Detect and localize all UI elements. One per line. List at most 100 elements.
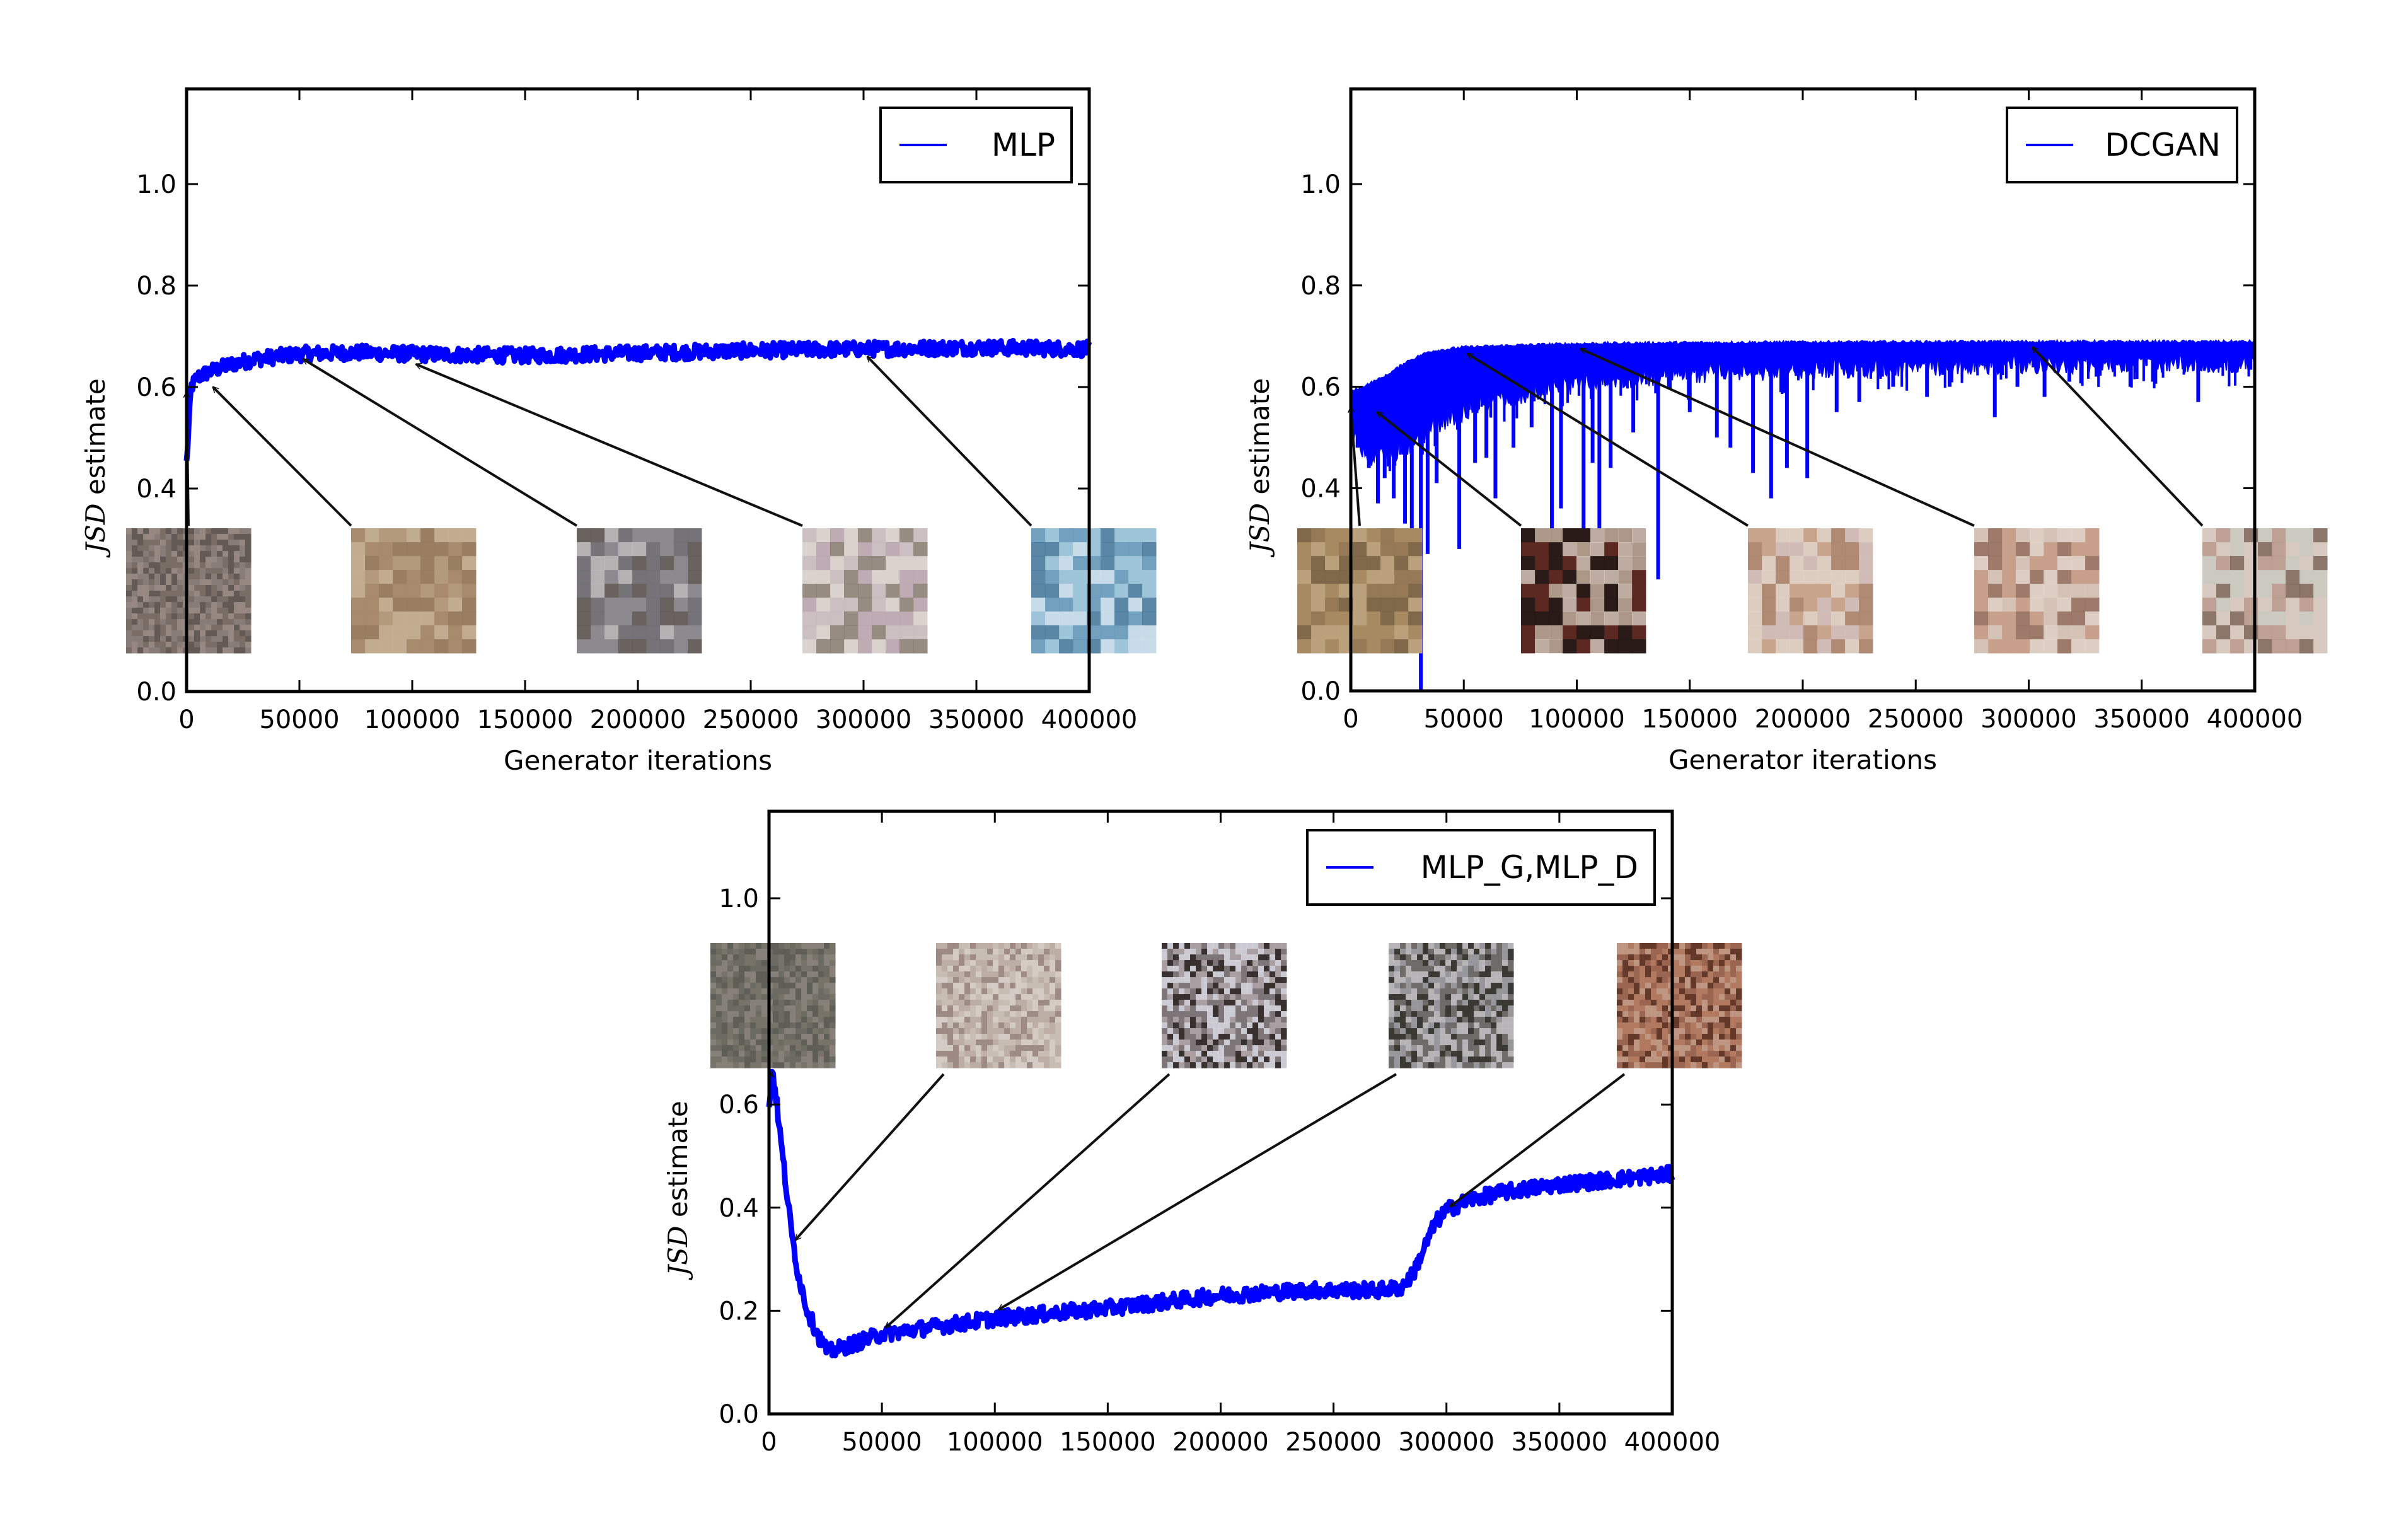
- generated-sample-thumbnail: [1748, 528, 1873, 654]
- generated-sample-thumbnail: [710, 943, 836, 1068]
- x-tick-label: 150000: [1641, 705, 1738, 734]
- axis-ticks: 0 50000 100000 150000 200000 250000 300000 3500…: [1300, 89, 2303, 734]
- generated-sample-thumbnail: [126, 528, 252, 654]
- annotation-arrow: [416, 364, 803, 527]
- y-tick-label: 0.0: [719, 1400, 759, 1429]
- generated-sample-thumbnail: [2202, 528, 2328, 654]
- y-tick-label: 0.8: [1300, 272, 1341, 301]
- legend-label: MLP_G,MLP_D: [1421, 849, 1638, 886]
- jsd-curve: [183, 337, 1092, 461]
- generated-sample-thumbnail: [1031, 528, 1157, 654]
- jsd-curve-line: [766, 1068, 1675, 1358]
- generated-sample-thumbnail: [1389, 943, 1514, 1068]
- generated-sample-thumbnail: [1974, 528, 2100, 654]
- x-tick-label: 100000: [364, 705, 461, 734]
- y-tick-label: 0.0: [136, 678, 176, 707]
- y-tick-label: 0.4: [719, 1194, 759, 1223]
- x-tick-label: 300000: [816, 705, 912, 734]
- y-tick-label: 1.0: [1300, 170, 1341, 199]
- y-tick-label: 1.0: [136, 170, 176, 199]
- generated-sample-thumbnail: [1617, 943, 1742, 1068]
- y-axis-label: JSD estimate: [1244, 378, 1275, 558]
- y-axis-label-text: estimate: [80, 378, 111, 495]
- annotation-arrow: [1467, 352, 1749, 527]
- sample-annotations: [1297, 347, 2328, 654]
- generated-sample-thumbnail: [1162, 943, 1287, 1068]
- sample-annotations: [710, 943, 1742, 1328]
- y-tick-label: 0.4: [1300, 474, 1341, 503]
- jsd-curve-line: [183, 337, 1092, 461]
- x-tick-label: 0: [1343, 705, 1358, 734]
- sample-annotations: [126, 357, 1157, 654]
- annotation-arrow: [1450, 1073, 1626, 1207]
- annotation-arrow: [867, 357, 1032, 527]
- annotation-arrow: [886, 1073, 1171, 1328]
- legend: MLP: [879, 107, 1073, 183]
- x-tick-label: 250000: [1868, 705, 1964, 734]
- y-tick-label: 0.4: [136, 475, 176, 504]
- y-axis-label: JSD estimate: [662, 1101, 693, 1280]
- x-tick-label: 50000: [1424, 705, 1504, 734]
- x-tick-label: 250000: [703, 705, 799, 734]
- annotation-arrow: [795, 1073, 945, 1240]
- generated-sample-thumbnail: [1521, 528, 1646, 654]
- y-tick-label: 0.6: [1300, 373, 1341, 402]
- x-tick-label: 50000: [842, 1428, 922, 1457]
- jsd-curve-line: [1350, 339, 2255, 691]
- y-axis-label: JSD estimate: [80, 378, 111, 558]
- legend: DCGAN: [2006, 107, 2238, 183]
- annotation-arrow: [1581, 347, 1975, 527]
- generated-sample-thumbnail: [577, 528, 702, 654]
- x-tick-label: 0: [178, 705, 194, 734]
- panel-mlp: 0 50000 100000 150000 200000 250000 300000 3500…: [80, 87, 1157, 776]
- x-tick-label: 0: [761, 1428, 777, 1457]
- y-axis-label-text: estimate: [662, 1101, 693, 1217]
- y-axis-label-text: estimate: [1244, 378, 1275, 495]
- x-tick-label: 350000: [2093, 705, 2190, 734]
- x-tick-label: 100000: [947, 1428, 1043, 1457]
- y-tick-label: 1.0: [719, 884, 759, 913]
- x-axis-label: Generator iterations: [1668, 744, 1937, 775]
- y-tick-label: 0.0: [1300, 677, 1341, 706]
- annotation-arrow: [213, 387, 352, 527]
- legend-label: DCGAN: [2105, 127, 2221, 163]
- x-tick-label: 350000: [928, 705, 1025, 734]
- generated-sample-thumbnail: [351, 528, 477, 654]
- x-tick-label: 150000: [477, 705, 574, 734]
- legend-label: MLP: [992, 127, 1055, 163]
- axis-ticks: 0 50000 100000 150000 200000 250000 300000 3500…: [719, 811, 1720, 1457]
- annotation-arrow: [2033, 347, 2204, 527]
- x-tick-label: 200000: [1755, 705, 1851, 734]
- x-tick-label: 400000: [1041, 705, 1138, 734]
- jsd-curve: [766, 1068, 1675, 1358]
- x-tick-label: 50000: [259, 705, 339, 734]
- x-tick-label: 150000: [1060, 1428, 1156, 1457]
- panel-dcgan: 0 50000 100000 150000 200000 250000 300000 3500…: [1244, 87, 2328, 775]
- generated-sample-thumbnail: [1297, 528, 1423, 654]
- y-tick-label: 0.6: [719, 1091, 759, 1120]
- y-axis-label-math: JSD: [662, 1225, 693, 1280]
- annotation-arrow: [303, 357, 578, 527]
- x-tick-label: 350000: [1512, 1428, 1608, 1457]
- x-tick-label: 300000: [1981, 705, 2077, 734]
- x-tick-label: 400000: [1624, 1428, 1721, 1457]
- generated-sample-thumbnail: [936, 943, 1061, 1068]
- y-tick-label: 0.2: [719, 1297, 759, 1326]
- x-tick-label: 200000: [1172, 1428, 1269, 1457]
- generated-sample-thumbnail: [802, 528, 928, 654]
- y-axis-label-math: JSD: [80, 503, 111, 558]
- y-tick-label: 0.8: [136, 272, 176, 301]
- axis-ticks: 0 50000 100000 150000 200000 250000 300000 3500…: [136, 89, 1137, 734]
- x-tick-label: 250000: [1285, 1428, 1382, 1457]
- x-tick-label: 100000: [1529, 705, 1625, 734]
- y-axis-label-math: JSD: [1244, 503, 1275, 558]
- x-tick-label: 200000: [590, 705, 686, 734]
- y-tick-label: 0.6: [136, 373, 176, 402]
- legend: MLP_G,MLP_D: [1306, 829, 1656, 906]
- x-tick-label: 300000: [1398, 1428, 1495, 1457]
- annotation-arrow: [1377, 412, 1522, 527]
- annotation-arrow: [998, 1073, 1397, 1311]
- x-axis-label: Generator iterations: [504, 745, 772, 776]
- x-tick-label: 400000: [2207, 705, 2303, 734]
